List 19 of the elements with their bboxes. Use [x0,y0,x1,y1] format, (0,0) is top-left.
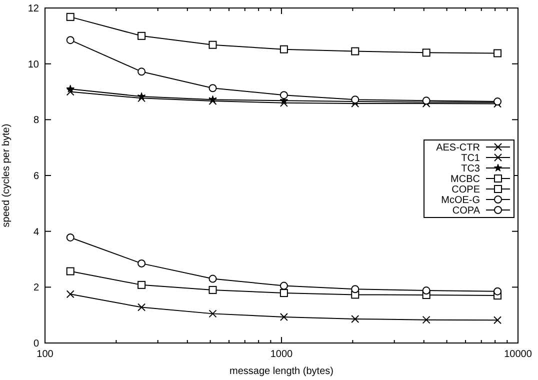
x-axis-title: message length (bytes) [230,366,334,377]
x-tick-label: 1000 [270,349,294,360]
y-axis-title: speed (cycles per byte) [1,124,12,228]
y-tick-label: 6 [33,171,40,182]
legend-label: AES-CTR [436,142,480,154]
y-tick-label: 0 [33,338,40,350]
legend-label: COPA [452,206,480,216]
x-tick-label: 100 [36,349,54,360]
x-tick-label: 10000 [504,349,532,360]
legend-label: McOE-G [441,195,480,206]
legend-label: MCBC [450,174,480,185]
y-tick-label: 8 [33,115,40,126]
legend-label: COPE [452,184,480,196]
y-tick-label: 12 [28,4,40,14]
y-tick-label: 2 [33,282,40,294]
legend-label: TC1 [461,153,480,164]
y-tick-label: 10 [28,59,40,70]
y-tick-label: 4 [33,226,40,238]
legend-label: TC3 [461,164,480,174]
